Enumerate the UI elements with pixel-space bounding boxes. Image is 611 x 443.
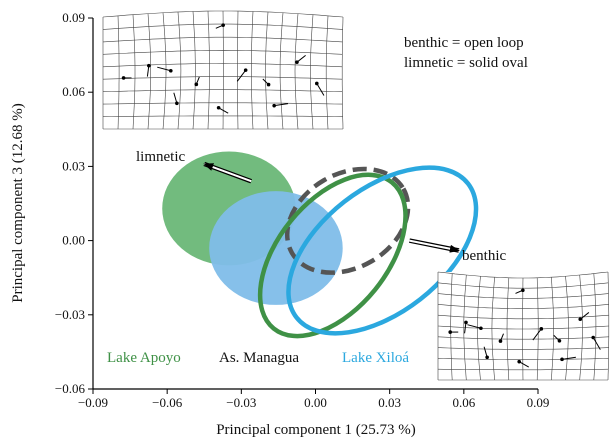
group-label-lake-apoyo: Lake Apoyo: [107, 350, 181, 366]
legend-note-limnetic: limnetic = solid oval: [404, 55, 528, 71]
x-axis-title: Principal component 1 (25.73 %): [216, 422, 416, 438]
deformation-grid-benthic: [437, 271, 610, 381]
ellipse-lake-xilo--solid: [209, 191, 343, 305]
limnetic-label: limnetic: [136, 149, 185, 165]
y-tick-label: −0.03: [55, 307, 85, 322]
x-tick-label: 0.06: [452, 395, 475, 410]
y-tick-label: 0.06: [62, 84, 85, 99]
ellipse-lake-apoyo-loop: [257, 172, 408, 339]
x-tick-label: −0.06: [152, 395, 183, 410]
x-tick-label: 0.09: [527, 395, 550, 410]
group-label-lake-xiloa: Lake Xiloá: [342, 350, 409, 366]
y-axis-title: Principal component 3 (12.68 %): [10, 103, 26, 303]
ellipse-as-managua-dashed-loop: [284, 166, 411, 275]
deformation-grid-limnetic: [102, 10, 344, 130]
y-tick-label: 0.09: [62, 10, 85, 25]
y-tick-label: 0.03: [62, 158, 85, 173]
annotation-arrow-inner: [409, 239, 460, 253]
benthic-label: benthic: [462, 248, 506, 264]
x-tick-label: 0.00: [304, 395, 327, 410]
y-tick-label: −0.06: [55, 381, 86, 396]
legend-note-benthic: benthic = open loop: [404, 35, 524, 51]
x-tick-label: −0.03: [226, 395, 256, 410]
annotation-arrow-inner: [203, 162, 252, 183]
group-label-as-managua: As. Managua: [219, 350, 299, 366]
ellipse-lake-xilo--loop: [286, 165, 479, 336]
y-tick-label: 0.00: [62, 233, 85, 248]
x-tick-label: 0.03: [378, 395, 401, 410]
x-tick-label: −0.09: [78, 395, 108, 410]
